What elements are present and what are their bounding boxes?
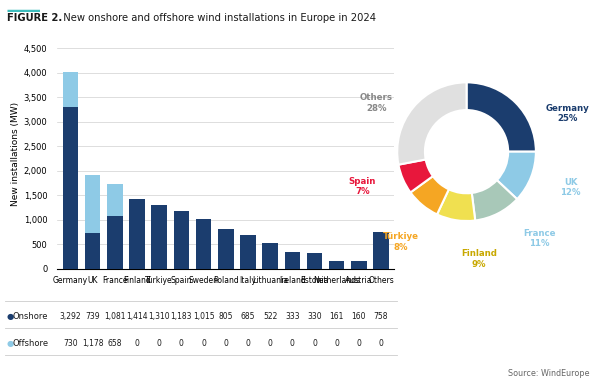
Text: 1,015: 1,015 [193,312,214,321]
Text: Türkiye
8%: Türkiye 8% [383,232,418,252]
Wedge shape [497,152,536,199]
Text: 685: 685 [241,312,255,321]
Bar [262,243,278,269]
Text: 0: 0 [334,339,339,348]
Text: 0: 0 [223,339,228,348]
Text: 0: 0 [201,339,206,348]
Bar [63,108,78,269]
Bar [129,199,145,269]
Text: 730: 730 [63,339,78,348]
Text: 805: 805 [219,312,233,321]
Bar [85,175,101,233]
Text: 1,178: 1,178 [82,339,104,348]
Bar [373,232,389,269]
Text: 0: 0 [356,339,361,348]
Text: 0: 0 [268,339,273,348]
Bar [173,211,189,269]
Text: 739: 739 [85,312,100,321]
Bar [107,184,123,216]
Text: New onshore and offshore wind installations in Europe in 2024: New onshore and offshore wind installati… [57,13,376,23]
Bar [329,261,344,269]
Wedge shape [399,159,433,192]
Wedge shape [411,176,449,214]
Wedge shape [467,82,536,152]
Text: 1,414: 1,414 [126,312,148,321]
Text: 3,292: 3,292 [60,312,81,321]
Text: 758: 758 [374,312,388,321]
Text: Source: WindEurope: Source: WindEurope [509,369,590,378]
Text: ●: ● [6,312,13,321]
Text: 1,081: 1,081 [104,312,126,321]
Bar [218,229,234,269]
Bar [152,205,167,269]
Text: 160: 160 [352,312,366,321]
Bar [306,253,322,269]
Text: France
11%: France 11% [523,228,556,248]
Text: UK
12%: UK 12% [560,178,581,197]
Bar [85,233,101,269]
Text: 0: 0 [379,339,383,348]
Text: 0: 0 [179,339,184,348]
Text: FIGURE 2.: FIGURE 2. [7,13,63,23]
Text: 0: 0 [312,339,317,348]
Bar [107,216,123,269]
Wedge shape [437,189,475,221]
Text: 333: 333 [285,312,300,321]
Text: 0: 0 [135,339,140,348]
Bar [351,261,367,269]
Bar [285,252,300,269]
Bar [63,72,78,108]
Wedge shape [397,82,467,165]
Text: 0: 0 [290,339,295,348]
Text: 330: 330 [307,312,322,321]
Text: Onshore: Onshore [12,312,48,321]
Text: Offshore: Offshore [12,339,48,348]
Text: 161: 161 [329,312,344,321]
Text: 658: 658 [108,339,122,348]
Text: 1,183: 1,183 [170,312,192,321]
Y-axis label: New installations (MW): New installations (MW) [11,101,19,206]
Wedge shape [472,180,517,220]
Bar [240,235,256,269]
Text: 0: 0 [157,339,162,348]
Text: Spain
7%: Spain 7% [349,177,376,196]
Text: Germany
25%: Germany 25% [545,104,589,123]
Text: 522: 522 [263,312,278,321]
Text: Finland
9%: Finland 9% [461,250,497,269]
Text: 0: 0 [246,339,250,348]
Text: ●: ● [6,339,13,348]
Bar [196,219,211,269]
Text: Others
28%: Others 28% [360,93,393,113]
Text: 1,310: 1,310 [149,312,170,321]
